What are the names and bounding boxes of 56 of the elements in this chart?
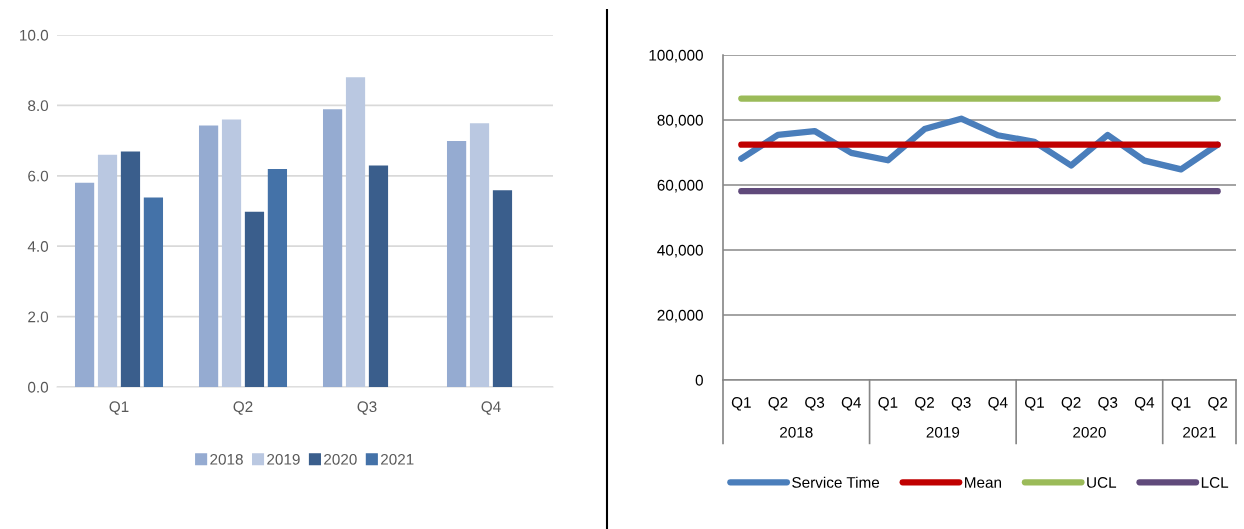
legend-label: Service Time: [792, 476, 880, 488]
x-tick-label: Q2: [233, 401, 253, 415]
legend-label: Mean: [965, 477, 1002, 488]
x-tick-label: Q2: [768, 397, 788, 411]
bar: [368, 165, 389, 387]
text: 2021: [1183, 426, 1216, 438]
x-tick-label: Q2: [915, 397, 934, 411]
bar: [74, 182, 95, 387]
y-tick-label: 2.0: [28, 311, 49, 323]
text: 2020: [1073, 426, 1106, 438]
bar: [322, 109, 343, 387]
bar: [221, 119, 242, 387]
x-tick-label: Q3: [951, 397, 971, 411]
bar: [244, 211, 265, 387]
bar: [492, 190, 513, 387]
y-tick-label: 60,000: [657, 179, 703, 193]
x-tick-label: Q4: [1134, 397, 1155, 411]
x-tick-label: Q3: [1098, 397, 1118, 411]
y-tick-label: 0: [695, 374, 703, 386]
x-tick-label: Q1: [1171, 397, 1191, 411]
bar: [97, 154, 118, 387]
legend-label: 2020: [324, 453, 357, 465]
y-tick-label: 8.0: [28, 100, 49, 112]
x-tick-label: Q1: [1025, 397, 1044, 411]
y-tick-label: 10.0: [20, 29, 49, 41]
y-tick-label: 6.0: [28, 170, 49, 182]
x-tick-label: Q1: [878, 397, 898, 411]
x-tick-label: Q1: [731, 397, 751, 411]
bar: [345, 77, 366, 387]
x-tick-label: Q3: [805, 397, 825, 411]
legend-label: 2019: [267, 453, 300, 465]
y-tick-label: 4.0: [27, 241, 49, 252]
legend-label: 2021: [381, 453, 414, 465]
bar: [469, 123, 490, 387]
legend-label: UCL: [1087, 477, 1117, 488]
bar: [267, 169, 288, 387]
bar: [198, 125, 219, 387]
y-tick-label: 80,000: [657, 114, 703, 128]
text: 2019: [926, 426, 960, 438]
x-tick-label: Q3: [357, 401, 377, 415]
x-tick-label: Q2: [1208, 397, 1228, 411]
y-tick-label: 40,000: [657, 244, 703, 258]
bar: [120, 151, 141, 387]
legend-label: 2018: [210, 453, 243, 465]
y-tick-label: 0.0: [28, 381, 49, 393]
x-tick-label: Q2: [1061, 397, 1081, 411]
bar: [143, 197, 164, 387]
y-tick-label: 20,000: [657, 309, 703, 323]
bar: [446, 140, 467, 387]
x-tick-label: Q1: [109, 401, 129, 415]
y-tick-label: 100,000: [649, 49, 703, 63]
x-tick-label: Q4: [481, 401, 501, 415]
x-tick-label: Q4: [988, 397, 1008, 411]
legend-label: LCL: [1201, 477, 1229, 488]
text: 2018: [780, 426, 813, 438]
x-tick-label: Q4: [841, 397, 861, 411]
